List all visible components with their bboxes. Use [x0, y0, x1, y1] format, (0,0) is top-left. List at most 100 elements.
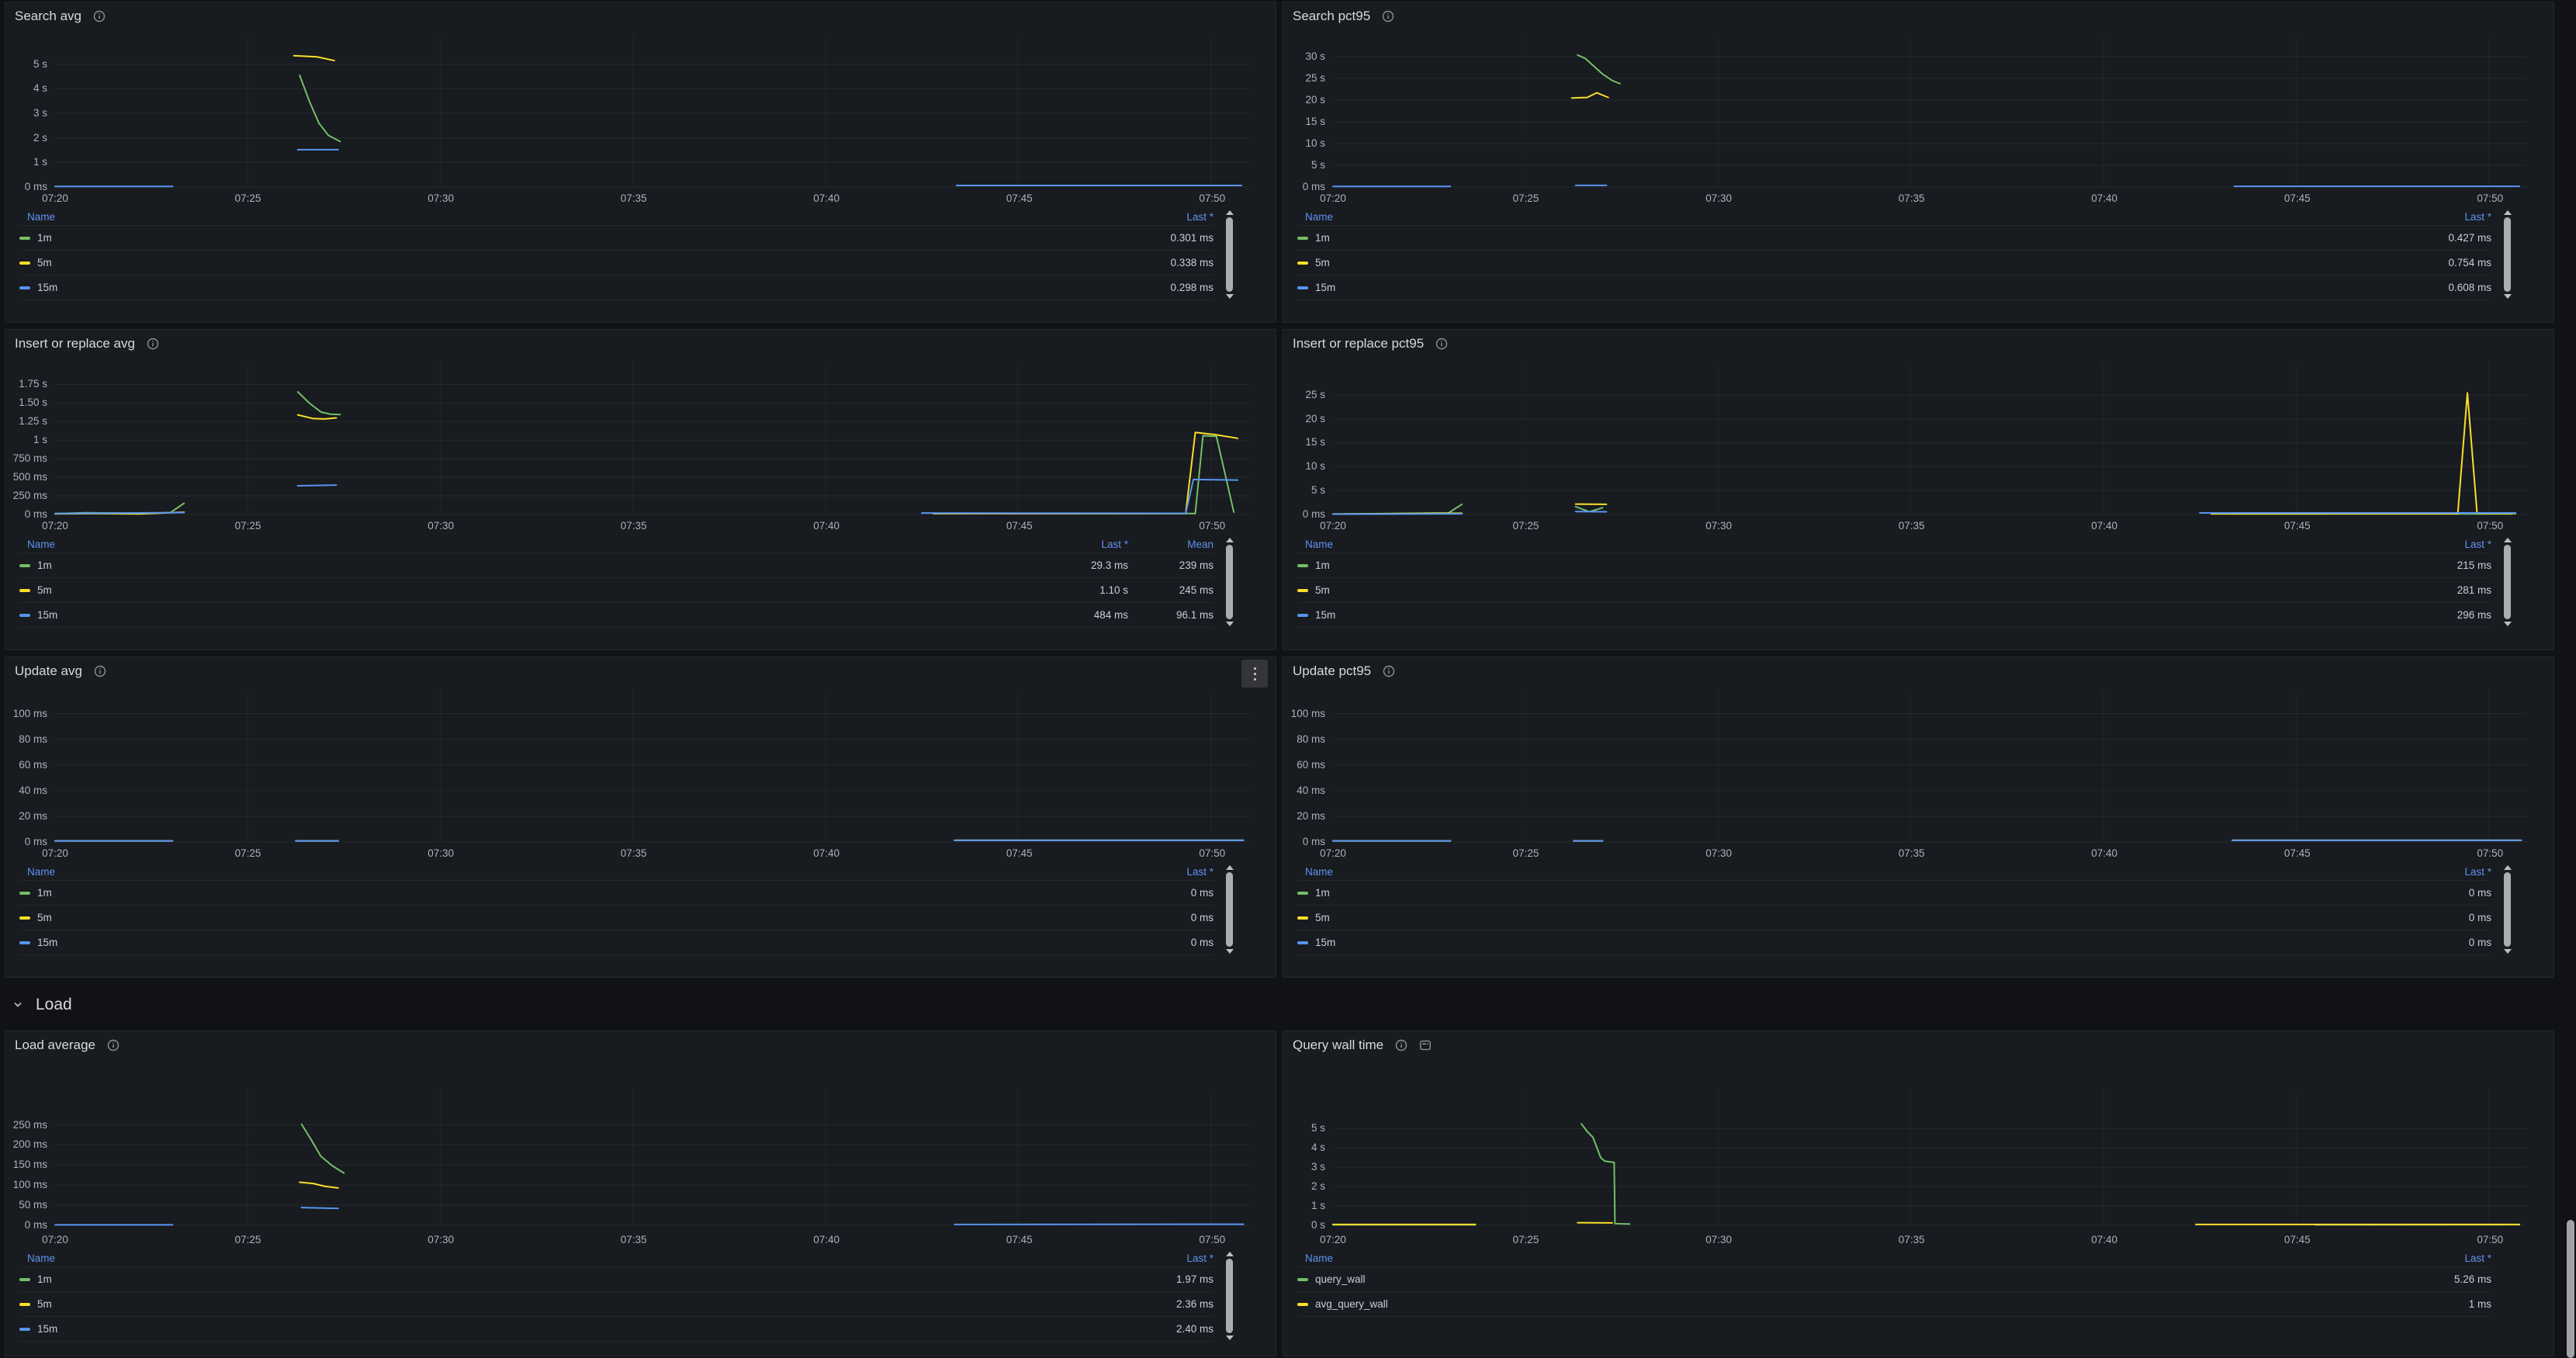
series-name[interactable]: 1m — [37, 887, 52, 899]
series-color-swatch[interactable] — [19, 891, 30, 895]
page-scrollbar[interactable] — [2565, 0, 2576, 1358]
panel-title[interactable]: Update pct95 — [1293, 663, 1372, 678]
panel-title[interactable]: Search avg — [15, 9, 81, 23]
legend-scrollbar-thumb[interactable] — [1226, 217, 1233, 292]
info-icon[interactable] — [1382, 10, 1394, 23]
legend-value-column-header[interactable]: Last * — [1186, 211, 1214, 223]
series-color-swatch[interactable] — [1297, 613, 1308, 617]
chart-plot-area[interactable]: 0 ms 1 s 2 s 3 s 4 s 5 s — [5, 30, 1276, 192]
series-color-swatch[interactable] — [1297, 916, 1308, 920]
info-icon[interactable] — [107, 1039, 119, 1051]
series-name[interactable]: 5m — [1315, 912, 1330, 923]
legend-name-column-header[interactable]: Name — [27, 866, 56, 878]
series-color-swatch[interactable] — [1297, 588, 1308, 592]
legend-scrollbar-thumb[interactable] — [1226, 1259, 1233, 1333]
legend-value-column-header[interactable]: Last * — [2464, 866, 2491, 878]
legend-scrollbar-thumb[interactable] — [2504, 872, 2511, 947]
series-name[interactable]: 5m — [37, 912, 52, 923]
chart-plot-area[interactable]: 0 ms 50 ms 100 ms 150 ms 200 ms 250 ms — [5, 1059, 1276, 1232]
series-color-swatch[interactable] — [1297, 261, 1308, 265]
info-icon[interactable] — [1435, 338, 1448, 350]
series-name[interactable]: avg_query_wall — [1315, 1298, 1388, 1310]
scroll-up-icon[interactable] — [1225, 210, 1234, 215]
info-icon[interactable] — [93, 10, 106, 23]
panel-title[interactable]: Load average — [15, 1038, 95, 1052]
series-color-swatch[interactable] — [19, 563, 30, 567]
legend-scrollbar[interactable] — [1224, 210, 1235, 300]
panel-title[interactable]: Update avg — [15, 663, 82, 678]
series-color-swatch[interactable] — [19, 286, 30, 289]
legend-scrollbar[interactable] — [1224, 537, 1235, 627]
scroll-up-icon[interactable] — [2503, 865, 2512, 870]
series-name[interactable]: 15m — [1315, 609, 1336, 621]
legend-scrollbar-thumb[interactable] — [1226, 545, 1233, 619]
series-name[interactable]: query_wall — [1315, 1273, 1366, 1285]
panel-title[interactable]: Search pct95 — [1293, 9, 1371, 23]
series-name[interactable]: 15m — [1315, 282, 1336, 293]
scroll-up-icon[interactable] — [1225, 538, 1234, 542]
legend-name-column-header[interactable]: Name — [1305, 866, 1334, 878]
series-color-swatch[interactable] — [19, 916, 30, 920]
legend-name-column-header[interactable]: Name — [1305, 539, 1334, 550]
series-color-swatch[interactable] — [19, 1302, 30, 1306]
panel-title[interactable]: Insert or replace avg — [15, 336, 135, 351]
series-name[interactable]: 1m — [37, 1273, 52, 1285]
series-color-swatch[interactable] — [1297, 941, 1308, 944]
legend-value-column-header[interactable]: Last * — [1101, 539, 1128, 550]
legend-scrollbar[interactable] — [2502, 210, 2513, 300]
document-icon[interactable] — [1419, 1039, 1432, 1051]
series-name[interactable]: 1m — [37, 559, 52, 571]
scroll-down-icon[interactable] — [2503, 622, 2512, 626]
legend-name-column-header[interactable]: Name — [27, 539, 56, 550]
scroll-down-icon[interactable] — [1225, 1335, 1234, 1340]
series-color-swatch[interactable] — [1297, 563, 1308, 567]
series-name[interactable]: 15m — [37, 609, 58, 621]
legend-name-column-header[interactable]: Name — [27, 1252, 56, 1264]
legend-value-column-header[interactable]: Last * — [2464, 539, 2491, 550]
scroll-up-icon[interactable] — [1225, 1252, 1234, 1256]
series-color-swatch[interactable] — [19, 588, 30, 592]
legend-scrollbar[interactable] — [2502, 537, 2513, 627]
scroll-up-icon[interactable] — [1225, 865, 1234, 870]
series-color-swatch[interactable] — [19, 941, 30, 944]
info-icon[interactable] — [147, 338, 159, 350]
chart-plot-area[interactable]: 0 s 1 s 2 s 3 s 4 s 5 s — [1283, 1059, 2553, 1232]
series-name[interactable]: 5m — [37, 257, 52, 268]
series-color-swatch[interactable] — [1297, 236, 1308, 240]
series-name[interactable]: 15m — [37, 282, 58, 293]
legend-scrollbar[interactable] — [2502, 864, 2513, 954]
chart-plot-area[interactable]: 0 ms 20 ms 40 ms 60 ms 80 ms 100 ms — [1283, 685, 2553, 847]
legend-scrollbar-thumb[interactable] — [2504, 545, 2511, 619]
series-color-swatch[interactable] — [19, 613, 30, 617]
legend-name-column-header[interactable]: Name — [1305, 1252, 1334, 1264]
panel-title[interactable]: Query wall time — [1293, 1038, 1384, 1052]
panel-menu-kebab-icon[interactable] — [1241, 660, 1268, 688]
panel-title[interactable]: Insert or replace pct95 — [1293, 336, 1425, 351]
series-color-swatch[interactable] — [1297, 1302, 1308, 1306]
series-color-swatch[interactable] — [19, 236, 30, 240]
series-name[interactable]: 15m — [37, 937, 58, 948]
scroll-down-icon[interactable] — [1225, 949, 1234, 954]
section-row-load[interactable]: Load — [5, 986, 2554, 1024]
scroll-up-icon[interactable] — [2503, 210, 2512, 215]
series-color-swatch[interactable] — [19, 261, 30, 265]
info-icon[interactable] — [94, 665, 106, 677]
series-name[interactable]: 5m — [1315, 257, 1330, 268]
series-name[interactable]: 1m — [1315, 232, 1330, 244]
series-name[interactable]: 5m — [1315, 584, 1330, 596]
legend-name-column-header[interactable]: Name — [27, 211, 56, 223]
series-color-swatch[interactable] — [19, 1277, 30, 1281]
legend-scrollbar-thumb[interactable] — [2504, 217, 2511, 292]
scroll-down-icon[interactable] — [1225, 622, 1234, 626]
legend-value-column-header[interactable]: Mean — [1187, 539, 1214, 550]
series-color-swatch[interactable] — [1297, 891, 1308, 895]
legend-value-column-header[interactable]: Last * — [2464, 211, 2491, 223]
legend-scrollbar[interactable] — [1224, 864, 1235, 954]
info-icon[interactable] — [1383, 665, 1395, 677]
series-name[interactable]: 1m — [1315, 559, 1330, 571]
series-name[interactable]: 15m — [37, 1323, 58, 1335]
chart-plot-area[interactable]: 0 ms 250 ms 500 ms 750 ms 1 s 1.25 s 1.50 s 1.7… — [5, 358, 1276, 520]
legend-value-column-header[interactable]: Last * — [1186, 866, 1214, 878]
legend-scrollbar[interactable] — [1224, 1251, 1235, 1341]
series-name[interactable]: 5m — [37, 584, 52, 596]
